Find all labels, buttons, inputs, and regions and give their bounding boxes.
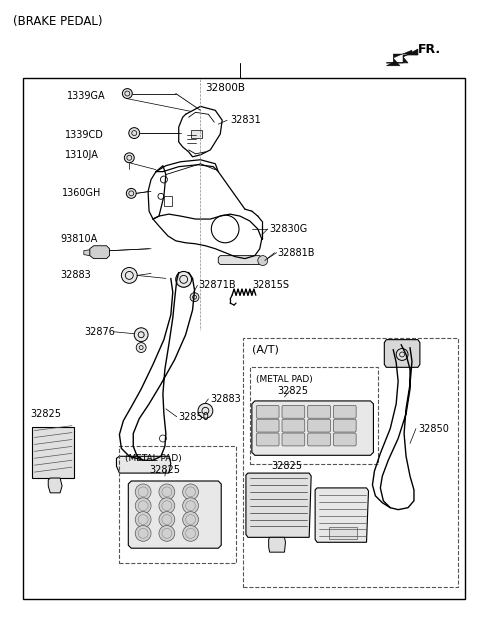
Text: 32831: 32831	[230, 115, 261, 125]
Text: (METAL PAD): (METAL PAD)	[125, 454, 182, 463]
Text: 32825: 32825	[149, 465, 180, 475]
Text: 32876: 32876	[84, 327, 115, 337]
FancyBboxPatch shape	[282, 433, 305, 446]
Circle shape	[183, 484, 199, 500]
Polygon shape	[269, 538, 286, 552]
FancyBboxPatch shape	[282, 405, 305, 419]
FancyBboxPatch shape	[256, 433, 279, 446]
Polygon shape	[384, 340, 420, 367]
Text: 93810A: 93810A	[60, 234, 97, 244]
Circle shape	[126, 188, 136, 198]
Bar	[164, 197, 172, 206]
Circle shape	[183, 498, 199, 513]
Circle shape	[134, 328, 148, 342]
Circle shape	[129, 128, 140, 138]
Polygon shape	[218, 255, 262, 265]
Text: 1360GH: 1360GH	[62, 188, 101, 198]
Text: 1339GA: 1339GA	[67, 91, 106, 100]
Polygon shape	[33, 427, 74, 478]
Polygon shape	[90, 246, 109, 259]
Polygon shape	[117, 456, 171, 473]
FancyBboxPatch shape	[256, 405, 279, 419]
Circle shape	[198, 404, 213, 418]
Text: 32883: 32883	[210, 394, 241, 404]
Text: 32881B: 32881B	[277, 247, 315, 258]
Text: 1339CD: 1339CD	[65, 130, 104, 140]
Text: (BRAKE PEDAL): (BRAKE PEDAL)	[12, 15, 102, 28]
FancyBboxPatch shape	[256, 419, 279, 432]
Text: 32850: 32850	[418, 423, 449, 433]
Text: (METAL PAD): (METAL PAD)	[256, 374, 312, 384]
Bar	[243, 338, 458, 587]
Circle shape	[159, 512, 175, 528]
Bar	[23, 78, 466, 599]
Circle shape	[159, 526, 175, 541]
Polygon shape	[386, 49, 418, 63]
Polygon shape	[252, 401, 373, 455]
Bar	[250, 367, 378, 464]
Bar	[120, 446, 236, 563]
FancyBboxPatch shape	[308, 405, 330, 419]
Text: 32825: 32825	[30, 409, 61, 419]
Text: 32825: 32825	[272, 461, 302, 471]
FancyBboxPatch shape	[282, 419, 305, 432]
FancyBboxPatch shape	[308, 419, 330, 432]
Text: 32815S: 32815S	[252, 280, 289, 290]
Text: 32830G: 32830G	[270, 224, 308, 234]
Circle shape	[176, 272, 192, 287]
FancyBboxPatch shape	[308, 433, 330, 446]
Circle shape	[183, 512, 199, 528]
Circle shape	[124, 153, 134, 162]
Circle shape	[190, 293, 199, 301]
Circle shape	[136, 343, 146, 353]
FancyBboxPatch shape	[334, 405, 356, 419]
Circle shape	[135, 484, 151, 500]
Text: 32850: 32850	[179, 412, 210, 422]
Text: 1310JA: 1310JA	[65, 150, 99, 160]
Polygon shape	[128, 481, 221, 548]
Text: FR.: FR.	[418, 43, 441, 56]
Polygon shape	[84, 250, 90, 255]
Polygon shape	[246, 473, 311, 538]
Text: 32800B: 32800B	[205, 82, 245, 92]
FancyBboxPatch shape	[334, 433, 356, 446]
FancyBboxPatch shape	[334, 419, 356, 432]
Text: (A/T): (A/T)	[252, 345, 279, 355]
Circle shape	[135, 512, 151, 528]
Polygon shape	[386, 50, 412, 66]
Circle shape	[159, 498, 175, 513]
Polygon shape	[315, 488, 369, 542]
Circle shape	[135, 526, 151, 541]
Bar	[329, 528, 357, 539]
Circle shape	[135, 498, 151, 513]
Polygon shape	[48, 478, 62, 493]
Circle shape	[258, 255, 268, 265]
Circle shape	[396, 348, 408, 360]
Circle shape	[122, 89, 132, 99]
Circle shape	[183, 526, 199, 541]
Text: 32825: 32825	[277, 386, 309, 396]
Text: 32871B: 32871B	[199, 280, 236, 290]
Circle shape	[121, 267, 137, 283]
Bar	[191, 130, 203, 138]
Circle shape	[159, 484, 175, 500]
Text: 32883: 32883	[60, 270, 91, 280]
